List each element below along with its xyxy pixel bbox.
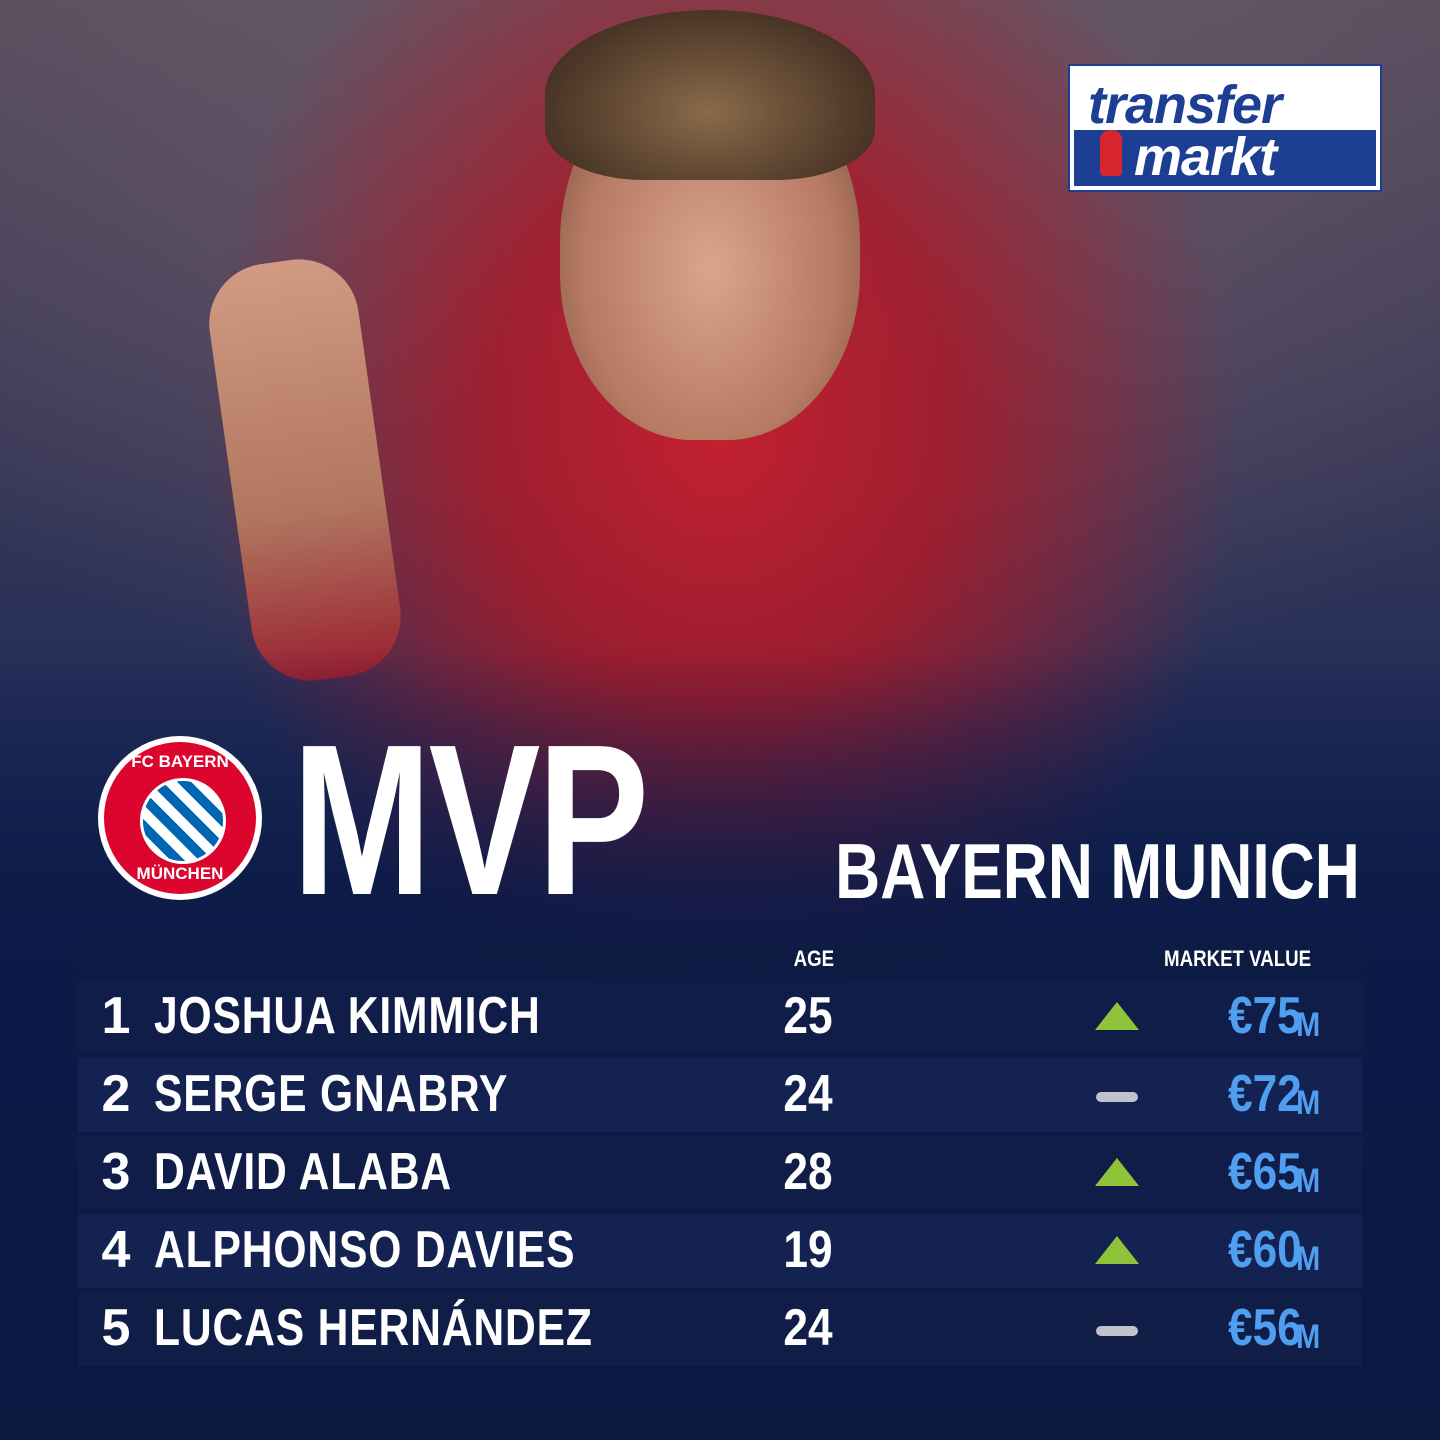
logo-text: markt: [1134, 127, 1277, 187]
column-header: AGE: [793, 946, 835, 971]
value-unit: M: [1295, 1162, 1320, 1200]
player-name: LUCAS HERNÁNDEZ: [154, 1299, 593, 1357]
brand-logo: transfer markt: [1068, 64, 1382, 192]
table-row: 3 DAVID ALABA 28 €65 M: [78, 1136, 1362, 1210]
age: 24: [783, 1299, 833, 1357]
club-badge: FC BAYERN MÜNCHEN: [98, 736, 262, 900]
market-value: €60: [1228, 1221, 1302, 1279]
value-unit: M: [1295, 1006, 1320, 1044]
logo-text: transfer: [1088, 75, 1282, 135]
table-row: 5 LUCAS HERNÁNDEZ 24 €56 M: [78, 1292, 1362, 1366]
badge-text: FC BAYERN: [131, 752, 229, 771]
subtitle: BAYERN MUNICH: [835, 827, 1360, 915]
age: 24: [783, 1065, 833, 1123]
trend-icon: [1096, 1326, 1138, 1336]
ranking-table: AGE MARKET VALUE 1 JOSHUA KIMMICH 25 €75 M 2 S…: [78, 940, 1362, 1366]
market-value: €56: [1228, 1299, 1302, 1357]
rank: 5: [101, 1299, 131, 1357]
value-unit: M: [1295, 1240, 1320, 1278]
table-row: 1 JOSHUA KIMMICH 25 €75 M: [78, 980, 1362, 1054]
age: 25: [783, 987, 833, 1045]
trend-icon: [1095, 1236, 1139, 1264]
logo-top: [1074, 70, 1376, 130]
table-row: 4 ALPHONSO DAVIES 19 €60 M: [78, 1214, 1362, 1288]
trend-icon: [1095, 1158, 1139, 1186]
player-name: JOSHUA KIMMICH: [154, 987, 541, 1045]
player-name: SERGE GNABRY: [154, 1065, 509, 1123]
header-row: AGE MARKET VALUE: [78, 940, 1362, 976]
logo-icon: [1100, 130, 1122, 176]
badge-diamonds: [140, 778, 226, 864]
market-value: €75: [1228, 987, 1302, 1045]
value-unit: M: [1295, 1318, 1320, 1356]
title: MVP: [292, 699, 649, 940]
rank: 1: [101, 987, 131, 1045]
player-name: DAVID ALABA: [154, 1143, 453, 1201]
rank: 3: [101, 1143, 131, 1201]
market-value: €72: [1228, 1065, 1302, 1123]
trend-icon: [1096, 1092, 1138, 1102]
table-row: 2 SERGE GNABRY 24 €72 M: [78, 1058, 1362, 1132]
rank: 2: [101, 1065, 131, 1123]
value-unit: M: [1295, 1084, 1320, 1122]
badge-text: MÜNCHEN: [136, 864, 224, 883]
age: 28: [783, 1143, 833, 1201]
trend-icon: [1095, 1002, 1139, 1030]
market-value: €65: [1228, 1143, 1302, 1201]
age: 19: [783, 1221, 833, 1279]
badge-ring: FC BAYERN MÜNCHEN: [104, 742, 256, 894]
player-name: ALPHONSO DAVIES: [154, 1221, 576, 1279]
column-header: MARKET VALUE: [1163, 946, 1312, 971]
rank: 4: [101, 1221, 131, 1279]
